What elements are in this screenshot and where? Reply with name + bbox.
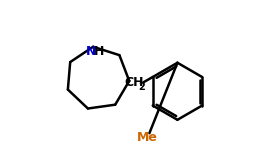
Text: 2: 2 — [138, 82, 145, 92]
Text: H: H — [94, 45, 104, 58]
Text: Me: Me — [136, 131, 157, 144]
Text: CH: CH — [125, 76, 144, 89]
Text: N: N — [86, 45, 97, 58]
